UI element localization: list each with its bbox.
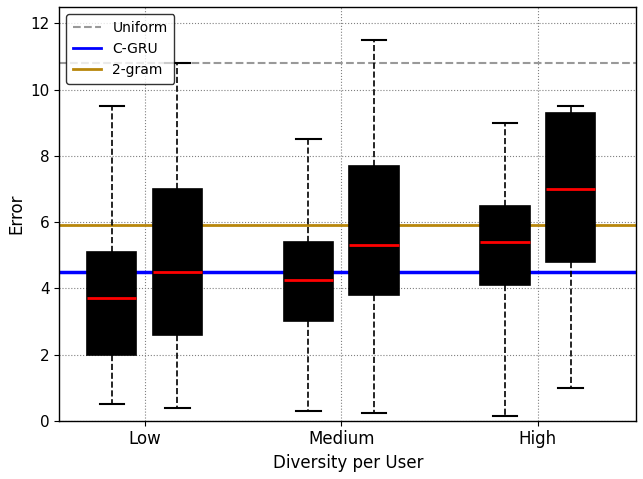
X-axis label: Diversity per User: Diversity per User [273,454,423,472]
PathPatch shape [284,242,333,321]
Y-axis label: Error: Error [7,194,25,234]
PathPatch shape [546,113,595,262]
Legend: Uniform, C-GRU, 2-gram: Uniform, C-GRU, 2-gram [66,14,174,84]
PathPatch shape [153,189,202,335]
PathPatch shape [349,166,399,295]
PathPatch shape [87,252,136,354]
PathPatch shape [480,205,530,285]
